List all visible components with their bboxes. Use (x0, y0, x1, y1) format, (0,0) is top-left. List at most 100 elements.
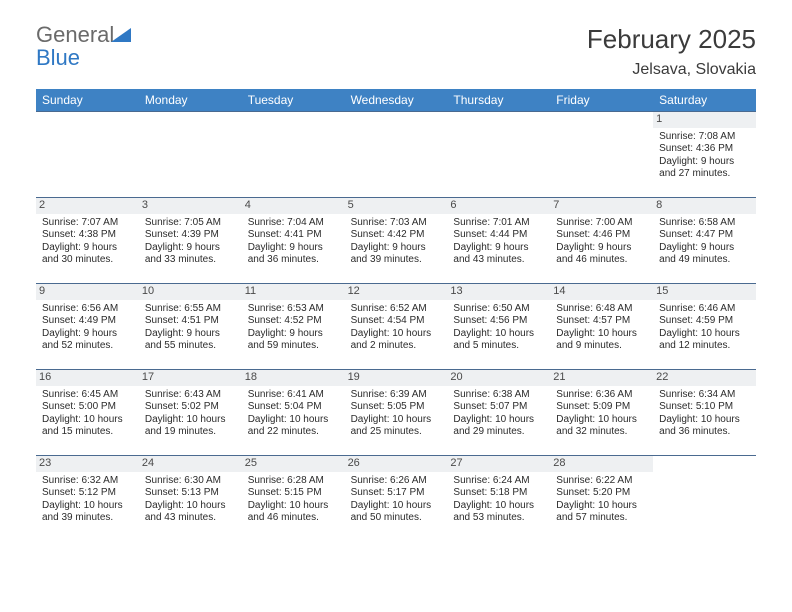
day-number: 21 (550, 370, 653, 386)
sunset-text: Sunset: 4:46 PM (556, 229, 647, 242)
day-number: 4 (242, 198, 345, 214)
sunrise-text: Sunrise: 6:45 AM (42, 389, 133, 402)
sunrise-text: Sunrise: 6:43 AM (145, 389, 236, 402)
day-number: 10 (139, 284, 242, 300)
sunset-text: Sunset: 4:49 PM (42, 315, 133, 328)
sunset-text: Sunset: 5:02 PM (145, 401, 236, 414)
calendar-cell (139, 111, 242, 197)
brand-word1: General (36, 22, 114, 47)
sunrise-text: Sunrise: 6:52 AM (351, 303, 442, 316)
sunrise-text: Sunrise: 6:36 AM (556, 389, 647, 402)
daylight-text: Daylight: 9 hours and 59 minutes. (248, 328, 339, 353)
sunset-text: Sunset: 4:44 PM (453, 229, 544, 242)
calendar-cell: 26Sunrise: 6:26 AMSunset: 5:17 PMDayligh… (345, 455, 448, 541)
sunrise-text: Sunrise: 6:50 AM (453, 303, 544, 316)
calendar-cell: 20Sunrise: 6:38 AMSunset: 5:07 PMDayligh… (447, 369, 550, 455)
dayhead-wednesday: Wednesday (345, 89, 448, 111)
sunrise-text: Sunrise: 6:28 AM (248, 475, 339, 488)
daylight-text: Daylight: 9 hours and 36 minutes. (248, 242, 339, 267)
sunset-text: Sunset: 5:05 PM (351, 401, 442, 414)
sunrise-text: Sunrise: 7:03 AM (351, 217, 442, 230)
day-number: 16 (36, 370, 139, 386)
calendar-cell: 22Sunrise: 6:34 AMSunset: 5:10 PMDayligh… (653, 369, 756, 455)
sunset-text: Sunset: 4:56 PM (453, 315, 544, 328)
calendar-cell: 14 Sunrise: 6:48 AMSunset: 4:57 PMDayligh… (550, 283, 653, 369)
calendar-cell: 12 Sunrise: 6:52 AMSunset: 4:54 PMDayligh… (345, 283, 448, 369)
daylight-text: Daylight: 10 hours and 2 minutes. (351, 328, 442, 353)
page-title: February 2025 (587, 24, 756, 55)
calendar-cell: 13Sunrise: 6:50 AMSunset: 4:56 PMDayligh… (447, 283, 550, 369)
calendar-cell: 5Sunrise: 7:03 AMSunset: 4:42 PMDaylight… (345, 197, 448, 283)
calendar-cell (242, 111, 345, 197)
location-text: Jelsava, Slovakia (587, 61, 756, 79)
sunrise-text: Sunrise: 7:05 AM (145, 217, 236, 230)
calendar-cell: 8Sunrise: 6:58 AMSunset: 4:47 PMDaylight… (653, 197, 756, 283)
daylight-text: Daylight: 10 hours and 53 minutes. (453, 500, 544, 525)
day-number: 22 (653, 370, 756, 386)
daylight-text: Daylight: 9 hours and 27 minutes. (659, 156, 750, 181)
sunset-text: Sunset: 5:13 PM (145, 487, 236, 500)
calendar-cell (36, 111, 139, 197)
calendar-cell (447, 111, 550, 197)
calendar-cell: 17Sunrise: 6:43 AMSunset: 5:02 PMDayligh… (139, 369, 242, 455)
day-number: 24 (139, 456, 242, 472)
calendar: Sunday Monday Tuesday Wednesday Thursday… (36, 89, 756, 541)
day-number: 14 (550, 284, 653, 300)
day-number: 8 (653, 198, 756, 214)
daylight-text: Daylight: 9 hours and 52 minutes. (42, 328, 133, 353)
sunrise-text: Sunrise: 6:48 AM (556, 303, 647, 316)
sunset-text: Sunset: 4:39 PM (145, 229, 236, 242)
calendar-cell: 3Sunrise: 7:05 AMSunset: 4:39 PMDaylight… (139, 197, 242, 283)
sunrise-text: Sunrise: 7:07 AM (42, 217, 133, 230)
calendar-cell: 7Sunrise: 7:00 AMSunset: 4:46 PMDaylight… (550, 197, 653, 283)
daylight-text: Daylight: 10 hours and 19 minutes. (145, 414, 236, 439)
sunset-text: Sunset: 4:41 PM (248, 229, 339, 242)
dayhead-tuesday: Tuesday (242, 89, 345, 111)
calendar-cell: 25Sunrise: 6:28 AMSunset: 5:15 PMDayligh… (242, 455, 345, 541)
sunset-text: Sunset: 4:52 PM (248, 315, 339, 328)
brand-triangle-icon (111, 29, 131, 46)
daylight-text: Daylight: 10 hours and 25 minutes. (351, 414, 442, 439)
calendar-cell: 24Sunrise: 6:30 AMSunset: 5:13 PMDayligh… (139, 455, 242, 541)
day-number: 12 (345, 284, 448, 300)
daylight-text: Daylight: 9 hours and 39 minutes. (351, 242, 442, 267)
calendar-cell (550, 111, 653, 197)
daylight-text: Daylight: 9 hours and 49 minutes. (659, 242, 750, 267)
sunset-text: Sunset: 4:54 PM (351, 315, 442, 328)
daylight-text: Daylight: 10 hours and 36 minutes. (659, 414, 750, 439)
day-number: 3 (139, 198, 242, 214)
daylight-text: Daylight: 10 hours and 50 minutes. (351, 500, 442, 525)
day-number: 27 (447, 456, 550, 472)
calendar-cell: 11Sunrise: 6:53 AMSunset: 4:52 PMDayligh… (242, 283, 345, 369)
sunset-text: Sunset: 4:57 PM (556, 315, 647, 328)
daylight-text: Daylight: 9 hours and 43 minutes. (453, 242, 544, 267)
daylight-text: Daylight: 9 hours and 55 minutes. (145, 328, 236, 353)
day-number: 26 (345, 456, 448, 472)
calendar-cell: 4Sunrise: 7:04 AMSunset: 4:41 PMDaylight… (242, 197, 345, 283)
sunset-text: Sunset: 5:10 PM (659, 401, 750, 414)
sunset-text: Sunset: 5:04 PM (248, 401, 339, 414)
daylight-text: Daylight: 10 hours and 12 minutes. (659, 328, 750, 353)
calendar-cell: 10Sunrise: 6:55 AMSunset: 4:51 PMDayligh… (139, 283, 242, 369)
sunset-text: Sunset: 4:36 PM (659, 143, 750, 156)
daylight-text: Daylight: 10 hours and 9 minutes. (556, 328, 647, 353)
calendar-cell (653, 455, 756, 541)
calendar-cell: 16Sunrise: 6:45 AMSunset: 5:00 PMDayligh… (36, 369, 139, 455)
sunrise-text: Sunrise: 6:53 AM (248, 303, 339, 316)
sunrise-text: Sunrise: 6:39 AM (351, 389, 442, 402)
sunset-text: Sunset: 4:47 PM (659, 229, 750, 242)
dayhead-sunday: Sunday (36, 89, 139, 111)
sunrise-text: Sunrise: 6:46 AM (659, 303, 750, 316)
daylight-text: Daylight: 10 hours and 22 minutes. (248, 414, 339, 439)
sunrise-text: Sunrise: 6:30 AM (145, 475, 236, 488)
calendar-cell: 27Sunrise: 6:24 AMSunset: 5:18 PMDayligh… (447, 455, 550, 541)
sunrise-text: Sunrise: 6:24 AM (453, 475, 544, 488)
page-header: General Blue February 2025 Jelsava, Slov… (36, 24, 756, 79)
sunset-text: Sunset: 5:00 PM (42, 401, 133, 414)
sunrise-text: Sunrise: 6:22 AM (556, 475, 647, 488)
day-number: 1 (653, 112, 756, 128)
brand-word2: Blue (36, 45, 80, 70)
calendar-cell: 9Sunrise: 6:56 AMSunset: 4:49 PMDaylight… (36, 283, 139, 369)
calendar-cell: 2Sunrise: 7:07 AMSunset: 4:38 PMDaylight… (36, 197, 139, 283)
sunset-text: Sunset: 4:59 PM (659, 315, 750, 328)
